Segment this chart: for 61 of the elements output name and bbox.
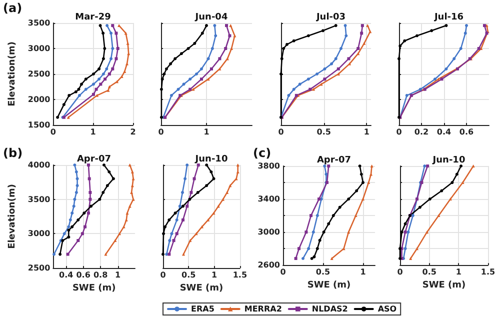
text: (c) bbox=[253, 146, 272, 160]
x-tick-label: 1 bbox=[90, 128, 96, 136]
y-tick-label: 3800 bbox=[258, 162, 280, 170]
x-tick-label: 0.4 bbox=[59, 270, 74, 280]
y-tick-label: 3500 bbox=[28, 194, 51, 204]
x-axis-title: SWE (m) bbox=[307, 280, 351, 290]
x-axis-title: SWE (m) bbox=[180, 283, 224, 294]
y-tick-label: 2500 bbox=[28, 70, 51, 78]
chart-title: Jul-03 bbox=[315, 12, 346, 22]
chart-title: Jul-16 bbox=[433, 12, 464, 22]
x-tick-label: 2 bbox=[130, 128, 136, 136]
x-tick-label: 0.5 bbox=[422, 268, 437, 277]
y-tick-label: 3000 bbox=[28, 229, 51, 238]
x-tick-label: 0.8 bbox=[93, 270, 108, 280]
y-axis-title: Elevation(m) bbox=[8, 184, 18, 249]
x-tick-label: 0.5 bbox=[316, 128, 332, 136]
x-tick-label: 0.5 bbox=[316, 268, 331, 277]
legend-label: ERA5 bbox=[191, 304, 215, 314]
legend-label: MERRA2 bbox=[244, 304, 282, 314]
y-tick-label: 2500 bbox=[28, 264, 51, 272]
x-tick-label: 0 bbox=[158, 128, 164, 136]
y-tick-label: 3500 bbox=[28, 18, 51, 28]
y-tick-label: 3000 bbox=[28, 44, 51, 53]
x-tick-label: 0 bbox=[280, 268, 286, 277]
chart-title: Jun-10 bbox=[194, 154, 228, 164]
y-tick-label: 4000 bbox=[28, 160, 51, 170]
x-tick-label: 1.5 bbox=[232, 270, 248, 280]
y-tick-label: 1500 bbox=[28, 120, 51, 130]
x-tick-label: 1.5 bbox=[480, 268, 496, 277]
text: (a) bbox=[3, 1, 22, 15]
chart-title: Apr-07 bbox=[316, 156, 352, 166]
x-tick-label: 1 bbox=[456, 268, 462, 277]
y-tick-label: 3000 bbox=[258, 228, 280, 237]
y-tick-label: 3400 bbox=[258, 194, 280, 204]
x-tick-label: 0 bbox=[50, 128, 56, 136]
x-tick-label: 1 bbox=[211, 270, 218, 280]
chart-title: Jun-10 bbox=[432, 156, 466, 166]
legend-label: NLDAS2 bbox=[312, 304, 348, 314]
y-axis-title: Elevation(m) bbox=[8, 42, 18, 106]
x-tick-label: 0 bbox=[278, 128, 284, 136]
x-tick-label: 0.2 bbox=[414, 128, 429, 136]
chart-title: Apr-07 bbox=[76, 154, 112, 164]
chart-title: Mar-29 bbox=[75, 12, 111, 22]
x-tick-label: 1 bbox=[360, 268, 366, 277]
chart-title: Jun-04 bbox=[194, 12, 228, 22]
x-tick-label: 0 bbox=[160, 270, 166, 280]
x-tick-label: 0 bbox=[397, 268, 404, 277]
x-tick-label: 0 bbox=[396, 128, 402, 136]
x-tick-label: 0.5 bbox=[182, 270, 196, 280]
legend-label: ASO bbox=[378, 304, 397, 314]
x-tick-label: 1 bbox=[364, 128, 370, 136]
x-axis-title: SWE (m) bbox=[422, 280, 466, 290]
x-tick-label: 0.6 bbox=[459, 128, 474, 136]
x-tick-label: 0.6 bbox=[76, 270, 91, 280]
x-axis-title: SWE (m) bbox=[72, 283, 116, 294]
y-tick-label: 2000 bbox=[28, 95, 51, 104]
x-tick-label: 1 bbox=[204, 128, 210, 136]
x-tick-label: 0.4 bbox=[436, 128, 452, 136]
text: (b) bbox=[3, 146, 23, 160]
x-tick-label: 1 bbox=[114, 270, 121, 280]
y-tick-label: 2600 bbox=[258, 260, 280, 270]
